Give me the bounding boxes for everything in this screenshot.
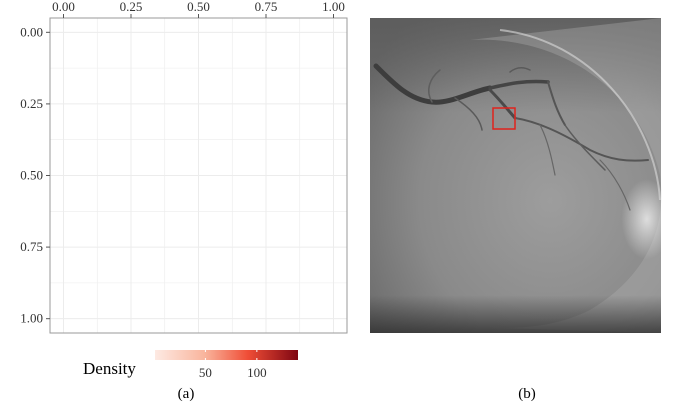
y-tick-label: 0.50 (20, 168, 43, 183)
x-tick-label: 1.00 (322, 0, 345, 14)
roi-box (492, 107, 516, 130)
legend-tick-label: 100 (247, 365, 267, 380)
legend-colorbar (155, 350, 298, 360)
grid-lines (50, 18, 347, 333)
x-axis-ticks: 0.00 0.25 0.50 0.75 1.00 (52, 0, 345, 18)
angiogram-image (370, 18, 662, 333)
y-tick-label: 0.75 (20, 239, 43, 254)
density-legend: Density 50 100 (83, 350, 298, 380)
legend-title: Density (83, 359, 136, 378)
y-tick-label: 1.00 (20, 311, 43, 326)
x-tick-label: 0.75 (255, 0, 278, 14)
x-tick-label: 0.00 (52, 0, 75, 14)
y-axis-ticks: 0.00 0.25 0.50 0.75 1.00 (20, 24, 50, 326)
density-plot: 0.00 0.25 0.50 0.75 1.00 0.00 0.25 0.50 0.75 1.0… (20, 0, 348, 334)
legend-tick-label: 50 (199, 365, 212, 380)
legend-ticks: 50 100 (199, 350, 267, 380)
y-tick-label: 0.25 (20, 96, 43, 111)
right-panel-caption: (b) (518, 386, 536, 402)
y-tick-label: 0.00 (20, 24, 43, 39)
x-tick-label: 0.50 (187, 0, 210, 14)
left-panel-caption: (a) (178, 386, 195, 402)
x-tick-label: 0.25 (120, 0, 143, 14)
